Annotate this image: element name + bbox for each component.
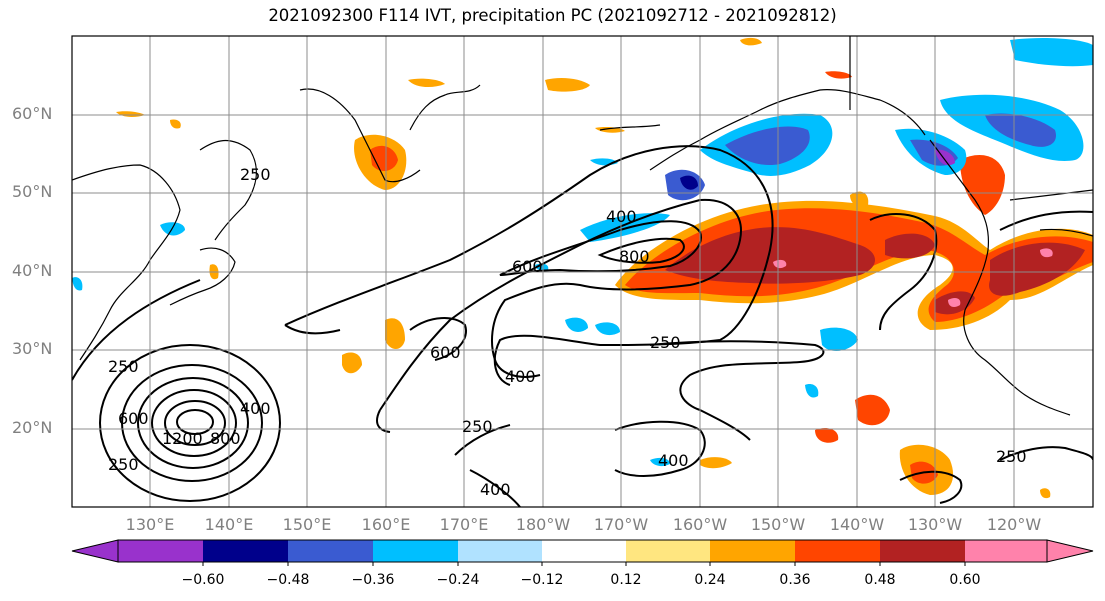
lat-label: 60°N <box>12 104 53 123</box>
colorbar-swatch <box>542 540 626 562</box>
contour-label: 1200 <box>162 429 203 448</box>
colorbar-border <box>117 539 1048 563</box>
lat-label: 50°N <box>12 182 53 201</box>
lon-label: 170°W <box>593 515 649 534</box>
colorbar-tick-label: −0.36 <box>351 572 395 588</box>
colorbar-swatch <box>288 540 373 562</box>
contour-label: 400 <box>658 451 689 470</box>
contour-label: 250 <box>462 417 493 436</box>
lon-label: 140°W <box>829 515 885 534</box>
contour-label: 250 <box>108 455 139 474</box>
colorbar-tick-label: −0.24 <box>436 572 480 588</box>
ivt-contours <box>72 145 1093 507</box>
map-border <box>71 35 1094 508</box>
contour-label: 600 <box>430 343 461 362</box>
lon-label: 150°W <box>750 515 806 534</box>
lon-label: 130°W <box>907 515 963 534</box>
colorbar-swatch <box>118 540 203 562</box>
colorbar-swatch <box>880 540 965 562</box>
contour-label: 800 <box>210 429 241 448</box>
colorbar-swatch <box>203 540 288 562</box>
colorbar-tick-label: −0.60 <box>181 572 225 588</box>
colorbar-swatch <box>710 540 795 562</box>
contour-label: 400 <box>480 480 511 499</box>
colorbar-tick-label: 0.48 <box>864 572 896 588</box>
colorbar-tick-label: 0.24 <box>694 572 726 588</box>
lon-label: 160°E <box>361 515 411 534</box>
lon-label: 130°E <box>125 515 175 534</box>
contour-label: 600 <box>512 257 543 276</box>
colorbar-tick-label: 0.12 <box>610 572 642 588</box>
lon-label: 160°W <box>672 515 728 534</box>
contour-label: 600 <box>118 409 149 428</box>
lon-label: 140°E <box>204 515 254 534</box>
colorbar <box>71 539 1094 566</box>
lon-label: 150°E <box>282 515 332 534</box>
colorbar-tick-label: 0.60 <box>949 572 981 588</box>
graticule <box>72 36 1093 507</box>
colorbar-tick-label: 0.36 <box>779 572 811 588</box>
contour-label: 400 <box>240 399 271 418</box>
contour-label: 800 <box>619 247 650 266</box>
colorbar-extend-high <box>1046 539 1094 563</box>
contour-label: 250 <box>240 165 271 184</box>
lat-label: 40°N <box>12 261 53 280</box>
colorbar-swatch <box>965 540 1047 562</box>
colorbar-swatch <box>458 540 542 562</box>
precip-shading <box>72 37 1093 499</box>
lat-label: 20°N <box>12 418 53 437</box>
contour-label: 400 <box>505 367 536 386</box>
map-title: 2021092300 F114 IVT, precipitation PC (2… <box>268 6 837 25</box>
colorbar-tick-label: −0.12 <box>520 572 564 588</box>
contour-label: 250 <box>650 333 681 352</box>
contour-label: 250 <box>996 447 1027 466</box>
colorbar-tick-label: −0.48 <box>266 572 310 588</box>
coastlines <box>72 36 1093 416</box>
lon-label: 170°E <box>439 515 489 534</box>
contour-label: 400 <box>606 207 637 226</box>
lon-label: 180°W <box>515 515 571 534</box>
contour-label: 250 <box>108 357 139 376</box>
lon-label: 120°W <box>986 515 1042 534</box>
colorbar-swatch <box>626 540 710 562</box>
colorbar-swatch <box>795 540 880 562</box>
colorbar-extend-low <box>71 539 119 563</box>
lat-label: 30°N <box>12 339 53 358</box>
colorbar-swatch <box>373 540 458 562</box>
